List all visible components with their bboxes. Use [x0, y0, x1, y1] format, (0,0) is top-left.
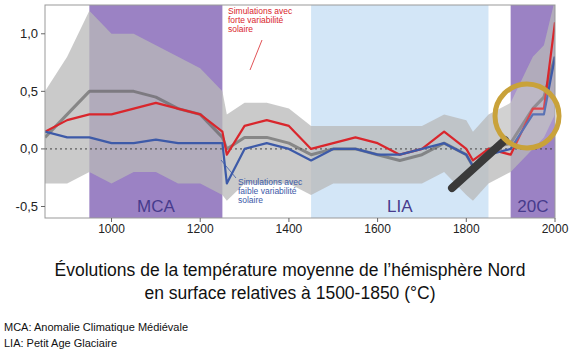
y-tick	[41, 91, 45, 92]
plot-area	[45, 5, 555, 218]
y-tick-label: 1,0	[20, 26, 38, 41]
y-tick-label: 0,5	[20, 84, 38, 99]
x-tick-label: 1800	[453, 222, 480, 236]
x-tick-label: 1400	[276, 222, 303, 236]
y-tick-label: -0,5	[16, 199, 38, 214]
text-line: en surface relatives à 1500-1850 (°C)	[144, 283, 435, 303]
title: Évolutions de la température moyenne de …	[55, 260, 526, 303]
chart: 1,0 0,5 0,0 -0,5 1000 1200 1400 1600 1800 2000 MCA…	[0, 0, 583, 360]
magnifier-handle	[452, 140, 505, 188]
magnifier	[452, 84, 559, 188]
text-line: solaire	[228, 24, 253, 34]
x-tick-label: 1000	[98, 222, 125, 236]
x-tick-label: 1200	[187, 222, 214, 236]
reconstruction-band	[45, 5, 555, 201]
x-tick-label: 2000	[542, 222, 569, 236]
period-label: MCA	[137, 197, 175, 216]
simulation-line	[45, 22, 555, 160]
y-tick	[41, 148, 45, 149]
magnifier-lens	[495, 84, 559, 148]
annotation: Simulations avecforte variabilitésolaire	[228, 6, 293, 34]
text-line: solaire	[238, 195, 263, 205]
note: MCA: Anomalie Climatique Médiévale	[4, 321, 188, 333]
note: LIA: Petit Age Glaciaire	[4, 337, 117, 349]
annotation: Simulations avecfaible variabilitésolair…	[238, 177, 303, 205]
y-tick	[41, 33, 45, 34]
annotation-pointer	[250, 40, 262, 70]
plot-frame	[45, 5, 555, 218]
period-label: 20C	[517, 197, 548, 216]
y-tick-label: 0,0	[20, 141, 38, 156]
x-tick-label: 1600	[364, 222, 391, 236]
period-label: LIA	[387, 197, 413, 216]
annotation-pointer	[221, 160, 236, 178]
y-tick	[41, 206, 45, 207]
text-line: Évolutions de la température moyenne de …	[55, 260, 526, 280]
